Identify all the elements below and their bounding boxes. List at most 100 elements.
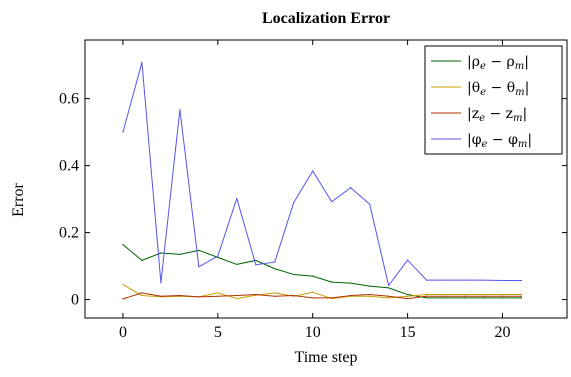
data-point: [406, 293, 409, 296]
y-tick-label: 0.6: [59, 91, 79, 108]
x-axis-label: Time step: [295, 349, 358, 366]
chart-title: Localization Error: [262, 10, 390, 27]
data-point: [350, 294, 352, 297]
x-tick-label: 20: [494, 324, 510, 341]
data-point: [331, 297, 333, 299]
data-point: [198, 296, 200, 298]
data-point: [141, 259, 143, 261]
y-tick-label: 0.2: [59, 225, 79, 242]
data-point: [141, 294, 143, 297]
legend-label-part: |: [525, 80, 530, 96]
legend-label-part: |z: [467, 106, 479, 122]
data-point: [255, 259, 257, 261]
data-point: [425, 295, 428, 297]
legend-label: |θe − θm|: [467, 80, 529, 98]
data-point: [198, 266, 200, 268]
data-point: [217, 295, 219, 297]
data-point: [463, 293, 466, 296]
data-point: [425, 297, 428, 299]
data-point: [444, 293, 447, 296]
data-point: [406, 259, 409, 261]
data-point: [122, 131, 124, 133]
legend-label: |ρe − ρm|: [467, 54, 529, 72]
data-point: [520, 297, 523, 299]
data-point: [482, 293, 485, 296]
data-point: [463, 297, 466, 299]
legend-label-part: |θ: [467, 80, 480, 96]
data-point: [350, 282, 352, 284]
data-point: [274, 295, 276, 297]
series-points-3: [122, 61, 523, 287]
legend-label-part: |: [523, 106, 528, 122]
data-point: [293, 201, 295, 204]
data-point: [293, 273, 295, 276]
data-point: [520, 295, 523, 297]
series-points-0: [122, 244, 523, 299]
data-point: [312, 170, 314, 172]
y-tick-label: 0.4: [59, 158, 79, 175]
data-point: [482, 279, 485, 281]
data-point: [388, 297, 390, 299]
data-point: [217, 256, 219, 258]
data-point: [444, 297, 447, 299]
legend-label-subscript: e: [480, 61, 486, 72]
data-point: [122, 244, 124, 246]
legend-label-part: − φ: [487, 132, 518, 148]
plot-frame: [84, 39, 568, 319]
data-point: [463, 295, 466, 297]
data-point: [520, 279, 523, 282]
legend-label-subscript: m: [513, 113, 522, 124]
data-point: [236, 263, 238, 266]
legend-label-subscript: e: [482, 139, 488, 150]
series-points-1: [122, 283, 523, 300]
data-point: [122, 298, 124, 300]
series-line-0: [122, 244, 522, 299]
series-line-3: [122, 61, 522, 287]
data-point: [425, 279, 428, 281]
y-axis-label: Error: [10, 182, 27, 216]
data-point: [482, 295, 485, 297]
legend: |ρe − ρm||θe − θm||ze − zm||φe − φm|: [424, 45, 563, 155]
data-point: [236, 297, 238, 300]
data-point: [331, 201, 333, 203]
data-point: [444, 295, 447, 297]
data-point: [141, 292, 143, 294]
legend-label-part: − ρ: [486, 54, 515, 70]
data-point: [369, 293, 371, 296]
data-point: [236, 197, 238, 200]
legend-label-subscript: m: [515, 61, 524, 72]
data-point: [463, 279, 466, 281]
legend-label: |φe − φm|: [467, 132, 532, 150]
data-point: [160, 295, 162, 297]
data-point: [160, 252, 162, 254]
legend-label-part: − z: [485, 106, 513, 122]
data-point: [369, 295, 371, 297]
legend-label-subscript: m: [515, 87, 524, 98]
data-point: [179, 294, 181, 297]
plot-area: 0 5 10 15 20 0 0.2 0.4 0.6: [59, 40, 567, 341]
data-point: [122, 283, 124, 286]
legend-label-subscript: e: [480, 87, 486, 98]
data-point: [198, 249, 200, 251]
series-points-2: [122, 292, 523, 300]
data-point: [501, 293, 504, 296]
x-tick-label: 15: [400, 324, 416, 341]
data-point: [141, 61, 143, 64]
x-tick-label: 0: [119, 324, 127, 341]
data-point: [293, 294, 295, 297]
data-point: [501, 297, 504, 299]
data-point: [482, 297, 485, 299]
data-point: [274, 268, 276, 270]
legend-label-part: |φ: [467, 132, 482, 148]
data-point: [406, 295, 409, 297]
x-tick-label: 10: [305, 324, 321, 341]
data-point: [217, 255, 219, 257]
data-point: [160, 282, 162, 284]
data-point: [425, 293, 428, 296]
data-point: [388, 284, 390, 287]
legend-label-subscript: m: [518, 139, 527, 150]
series-line-2: [122, 292, 522, 300]
y-tick-label: 0: [71, 292, 79, 309]
